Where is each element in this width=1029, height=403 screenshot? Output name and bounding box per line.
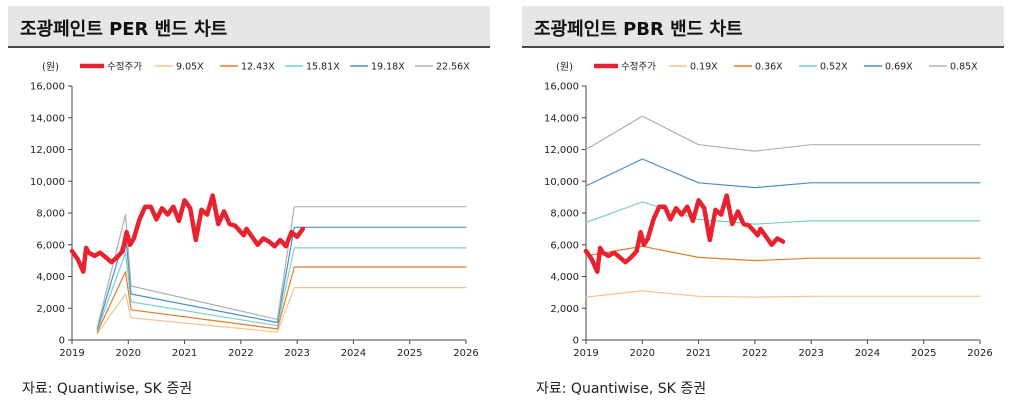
- x-tick-label: 2019: [59, 348, 84, 359]
- per-band-panel: 조광페인트 PER 밴드 차트 (원) 0 2,000 4,000 6,000 8,000…: [8, 6, 490, 398]
- price-series-line: [69, 193, 306, 274]
- unit-label: (원): [556, 61, 573, 73]
- y-tick-label: 16,000: [30, 82, 65, 93]
- y-tick-label: 6,000: [36, 240, 65, 251]
- price-series-line: [583, 193, 786, 274]
- x-tick-label: 2021: [172, 348, 197, 359]
- legend-label: 22.56X: [436, 62, 470, 73]
- legend-label: 0.36X: [755, 62, 783, 73]
- y-tick-label: 16,000: [544, 82, 579, 93]
- x-tick-label: 2023: [798, 348, 823, 359]
- band-series-line: [585, 115, 981, 152]
- source-note: 자료: Quantiwise, SK 증권: [536, 381, 707, 397]
- y-tick-label: 6,000: [550, 240, 579, 251]
- legend-label: 9.05X: [176, 62, 204, 73]
- y-tick-label: 14,000: [544, 113, 579, 124]
- y-tick-label: 12,000: [544, 145, 579, 156]
- x-tick-label: 2022: [228, 348, 253, 359]
- legend-label: 0.19X: [690, 62, 718, 73]
- legend-label: 수정주가: [107, 62, 142, 73]
- per-title-bar: 조광페인트 PER 밴드 차트: [8, 6, 490, 48]
- y-tick-label: 12,000: [30, 145, 65, 156]
- band-series-line: [585, 158, 981, 189]
- x-tick-label: 2024: [855, 348, 880, 359]
- y-tick-label: 4,000: [36, 272, 65, 283]
- band-series-line: [96, 287, 467, 335]
- band-series-line: [585, 201, 981, 225]
- pbr-band-panel: 조광페인트 PBR 밴드 차트 (원) 0 2,000 4,000 6,000 8,000…: [522, 6, 1004, 398]
- legend-label: 0.69X: [885, 62, 913, 73]
- pbr-title-bar: 조광페인트 PBR 밴드 차트: [522, 6, 1004, 48]
- y-tick-label: 10,000: [544, 177, 579, 188]
- x-tick-label: 2026: [453, 348, 478, 359]
- x-tick-label: 2024: [341, 348, 366, 359]
- x-tick-label: 2026: [967, 348, 992, 359]
- legend-label: 19.18X: [371, 62, 405, 73]
- y-tick-label: 14,000: [30, 113, 65, 124]
- y-tick-label: 0: [573, 336, 579, 347]
- x-tick-label: 2020: [116, 348, 141, 359]
- legend-label: 0.52X: [820, 62, 848, 73]
- band-series-line: [585, 245, 981, 262]
- x-tick-label: 2025: [911, 348, 936, 359]
- unit-label: (원): [42, 61, 59, 73]
- y-tick-label: 8,000: [550, 209, 579, 220]
- y-tick-label: 2,000: [36, 304, 65, 315]
- legend-label: 0.85X: [950, 62, 978, 73]
- y-tick-label: 4,000: [550, 272, 579, 283]
- x-tick-label: 2025: [397, 348, 422, 359]
- pbr-band-chart: (원) 0 2,000 4,000 6,000 8,000 10,000 12,000 14,0…: [544, 61, 993, 359]
- chart-title: 조광페인트 PBR 밴드 차트: [534, 19, 743, 40]
- y-tick-label: 10,000: [30, 177, 65, 188]
- legend-label: 수정주가: [621, 62, 656, 73]
- band-series-line: [96, 247, 467, 332]
- legend-label: 15.81X: [306, 62, 340, 73]
- band-series-line: [96, 206, 467, 328]
- x-tick-label: 2019: [573, 348, 598, 359]
- band-series-line: [96, 266, 467, 333]
- y-tick-label: 8,000: [36, 209, 65, 220]
- source-note: 자료: Quantiwise, SK 증권: [22, 381, 193, 397]
- x-tick-label: 2020: [630, 348, 655, 359]
- x-tick-label: 2022: [742, 348, 767, 359]
- x-tick-label: 2021: [686, 348, 711, 359]
- band-series-line: [585, 290, 981, 298]
- x-tick-label: 2023: [284, 348, 309, 359]
- legend-label: 12.43X: [241, 62, 275, 73]
- y-tick-label: 0: [59, 336, 65, 347]
- chart-title: 조광페인트 PER 밴드 차트: [20, 19, 228, 40]
- per-band-chart: (원) 0 2,000 4,000 6,000 8,000 10,000 12,000 14,0…: [30, 61, 479, 359]
- y-tick-label: 2,000: [550, 304, 579, 315]
